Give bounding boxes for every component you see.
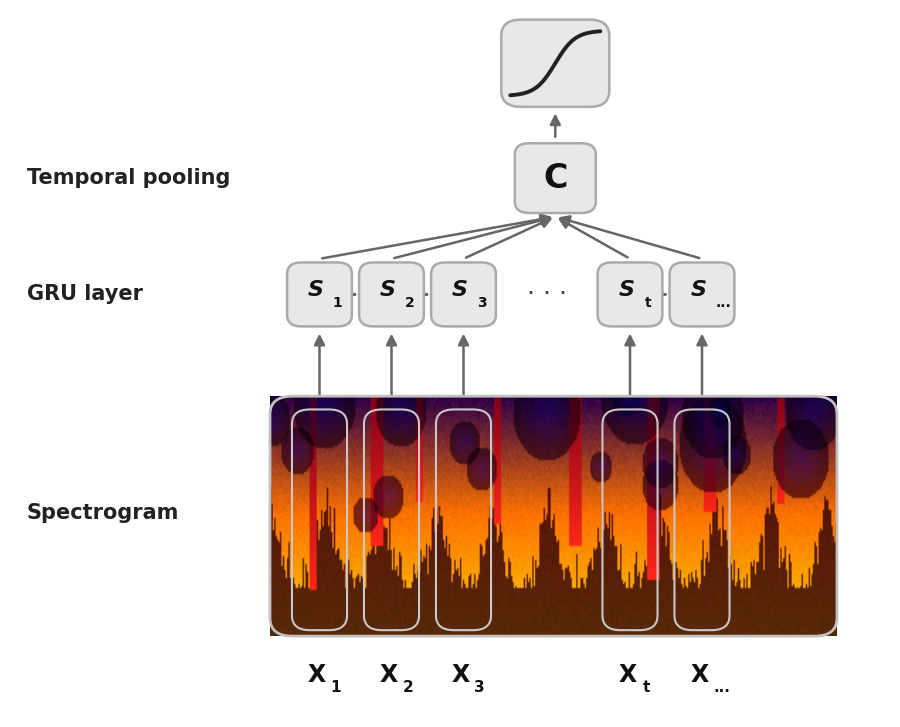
Text: 3: 3 xyxy=(477,296,486,310)
Text: S: S xyxy=(618,280,634,300)
FancyArrowPatch shape xyxy=(698,337,706,403)
FancyBboxPatch shape xyxy=(515,143,596,213)
Text: ...: ... xyxy=(714,680,730,695)
FancyArrowPatch shape xyxy=(560,220,627,257)
FancyArrowPatch shape xyxy=(394,216,550,258)
FancyBboxPatch shape xyxy=(501,20,609,107)
FancyArrowPatch shape xyxy=(387,337,396,403)
FancyBboxPatch shape xyxy=(359,262,424,326)
Text: 1: 1 xyxy=(333,296,342,310)
Text: S: S xyxy=(308,280,324,300)
Text: X: X xyxy=(690,662,708,687)
Text: t: t xyxy=(643,680,650,695)
Text: S: S xyxy=(690,280,707,300)
FancyArrowPatch shape xyxy=(322,214,550,258)
FancyBboxPatch shape xyxy=(287,262,352,326)
FancyArrowPatch shape xyxy=(626,337,634,403)
FancyArrowPatch shape xyxy=(656,291,665,298)
Text: Temporal pooling: Temporal pooling xyxy=(27,168,230,188)
Text: 1: 1 xyxy=(330,680,341,695)
Text: · · ·: · · · xyxy=(526,282,567,307)
FancyArrowPatch shape xyxy=(466,219,550,257)
Text: t: t xyxy=(644,296,652,310)
FancyBboxPatch shape xyxy=(598,262,662,326)
FancyArrowPatch shape xyxy=(459,337,468,403)
FancyArrowPatch shape xyxy=(346,291,355,298)
Text: 2: 2 xyxy=(402,680,413,695)
Text: GRU layer: GRU layer xyxy=(27,284,143,305)
Text: X: X xyxy=(452,662,470,687)
FancyArrowPatch shape xyxy=(418,291,427,298)
FancyBboxPatch shape xyxy=(431,262,496,326)
Text: S: S xyxy=(380,280,396,300)
FancyBboxPatch shape xyxy=(670,262,734,326)
Text: ...: ... xyxy=(716,296,732,310)
Text: X: X xyxy=(618,662,636,687)
Text: C: C xyxy=(543,161,568,195)
Text: X: X xyxy=(380,662,398,687)
Text: X: X xyxy=(308,662,326,687)
Text: Spectrogram: Spectrogram xyxy=(27,502,179,523)
FancyArrowPatch shape xyxy=(561,217,699,258)
Text: S: S xyxy=(452,280,468,300)
FancyArrowPatch shape xyxy=(315,337,324,403)
FancyArrowPatch shape xyxy=(551,116,560,137)
Text: 3: 3 xyxy=(474,680,485,695)
Text: 2: 2 xyxy=(405,296,414,310)
